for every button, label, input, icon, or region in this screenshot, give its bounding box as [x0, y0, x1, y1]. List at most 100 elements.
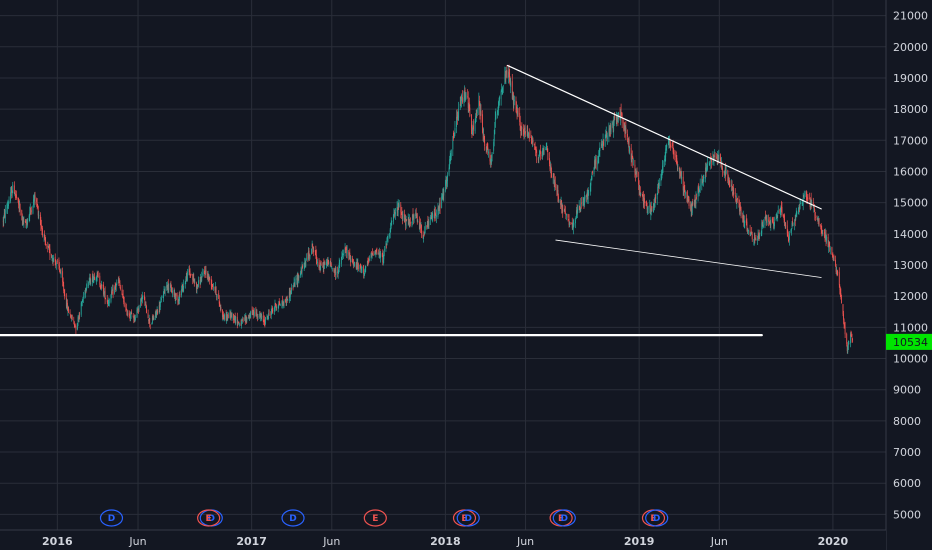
candle[interactable] [603, 139, 604, 151]
candle[interactable] [305, 258, 307, 268]
candle[interactable] [547, 148, 549, 161]
candle[interactable] [832, 252, 834, 261]
candle[interactable] [750, 232, 752, 237]
candle[interactable] [627, 137, 629, 145]
candle[interactable] [825, 229, 827, 247]
candle[interactable] [252, 307, 254, 319]
candle[interactable] [445, 175, 447, 186]
candle[interactable] [218, 290, 220, 300]
candle[interactable] [441, 193, 443, 200]
candle[interactable] [312, 243, 314, 254]
candle[interactable] [530, 130, 532, 138]
candle[interactable] [762, 221, 764, 229]
candle[interactable] [552, 173, 554, 184]
candle[interactable] [664, 151, 666, 166]
candle[interactable] [256, 308, 257, 317]
candle[interactable] [132, 313, 134, 318]
candle[interactable] [701, 175, 703, 184]
candle[interactable] [342, 249, 343, 260]
candle[interactable] [259, 310, 260, 319]
candle[interactable] [478, 92, 480, 116]
candle[interactable] [205, 265, 206, 275]
candle[interactable] [383, 250, 385, 264]
candle[interactable] [137, 306, 138, 313]
candle[interactable] [322, 261, 324, 273]
candle[interactable] [167, 281, 169, 294]
candle[interactable] [118, 275, 120, 287]
candle[interactable] [100, 280, 102, 291]
candle[interactable] [755, 238, 756, 240]
candle[interactable] [275, 302, 276, 307]
candle[interactable] [706, 165, 708, 170]
candle[interactable] [743, 214, 745, 227]
candle[interactable] [612, 119, 614, 133]
candle[interactable] [601, 139, 602, 148]
candle[interactable] [38, 210, 40, 220]
candle[interactable] [81, 299, 83, 307]
candle[interactable] [390, 222, 392, 233]
candle[interactable] [825, 228, 826, 240]
candle[interactable] [390, 217, 392, 229]
candle[interactable] [437, 202, 439, 219]
candle[interactable] [288, 287, 290, 304]
candle[interactable] [456, 110, 457, 134]
candle[interactable] [486, 142, 488, 150]
candle[interactable] [588, 190, 590, 196]
candle[interactable] [676, 155, 678, 166]
candle[interactable] [114, 282, 116, 290]
candle[interactable] [441, 193, 443, 209]
candle-series[interactable] [2, 64, 853, 355]
candle[interactable] [530, 134, 532, 145]
candle[interactable] [594, 156, 595, 170]
candle[interactable] [340, 256, 342, 267]
candle[interactable] [82, 297, 84, 303]
candle[interactable] [93, 274, 95, 283]
candle[interactable] [172, 287, 173, 298]
candle[interactable] [468, 102, 470, 113]
candle[interactable] [394, 208, 396, 217]
candle[interactable] [375, 248, 377, 253]
candle[interactable] [234, 312, 236, 324]
candle[interactable] [679, 166, 680, 179]
candle[interactable] [267, 315, 268, 320]
candle[interactable] [309, 253, 310, 261]
candle[interactable] [795, 213, 797, 221]
candle[interactable] [224, 313, 225, 322]
candle[interactable] [624, 125, 626, 134]
candle[interactable] [623, 118, 625, 132]
candle[interactable] [718, 149, 720, 163]
candle[interactable] [105, 297, 107, 300]
candle[interactable] [200, 276, 202, 282]
candle[interactable] [852, 338, 853, 343]
candle[interactable] [305, 253, 307, 261]
candle[interactable] [357, 258, 359, 273]
candle[interactable] [655, 193, 657, 204]
candle[interactable] [51, 253, 52, 259]
candle[interactable] [402, 210, 404, 221]
candle[interactable] [657, 183, 659, 195]
candle[interactable] [148, 314, 150, 324]
candle[interactable] [493, 138, 495, 155]
candle[interactable] [108, 298, 110, 307]
candle[interactable] [728, 177, 730, 188]
earnings-event-badge[interactable]: E [363, 509, 387, 527]
candle[interactable] [77, 315, 79, 327]
candle[interactable] [810, 192, 812, 210]
candle[interactable] [319, 260, 321, 273]
candle[interactable] [483, 127, 485, 142]
candle[interactable] [372, 251, 374, 256]
candle[interactable] [379, 247, 380, 259]
candle[interactable] [683, 181, 685, 193]
candle[interactable] [705, 162, 707, 178]
candle[interactable] [504, 66, 506, 85]
candle[interactable] [639, 186, 641, 198]
candle[interactable] [809, 192, 810, 200]
candle[interactable] [517, 108, 519, 118]
candle[interactable] [768, 214, 770, 227]
candle[interactable] [568, 214, 570, 228]
candle[interactable] [779, 207, 781, 218]
candle[interactable] [22, 217, 24, 225]
candle[interactable] [644, 193, 645, 210]
candle[interactable] [639, 184, 641, 195]
candle[interactable] [308, 248, 310, 259]
